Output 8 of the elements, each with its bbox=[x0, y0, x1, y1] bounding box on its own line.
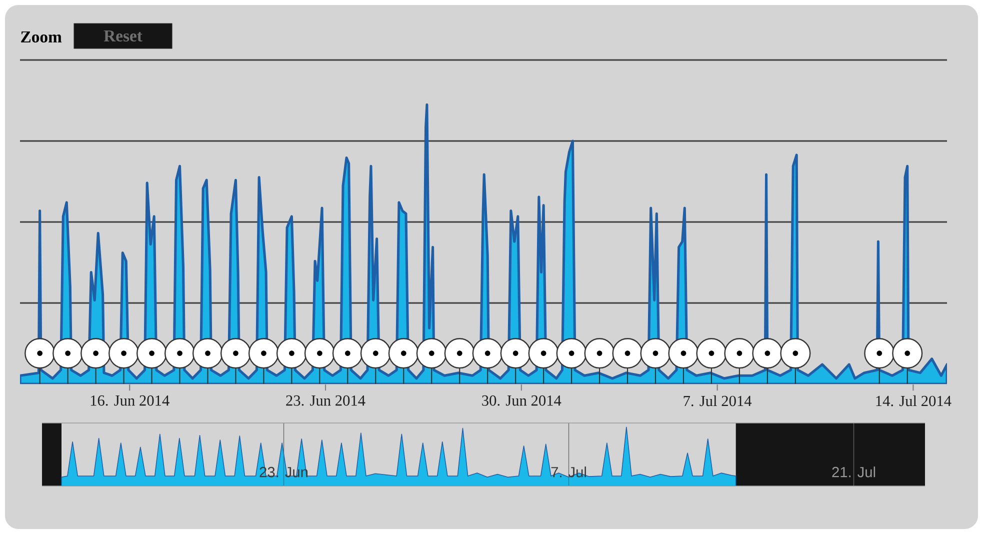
x-tick-label: 14. Jul 2014 bbox=[876, 395, 952, 406]
text: Reset bbox=[104, 30, 142, 42]
x-tick-label: 23. Jun 2014 bbox=[286, 395, 366, 406]
x-tick-label: 16. Jun 2014 bbox=[90, 395, 170, 406]
text: Zoom bbox=[21, 31, 62, 43]
x-tick-label: 7. Jul 2014 bbox=[684, 395, 752, 406]
x-tick-label: 30. Jun 2014 bbox=[482, 395, 562, 406]
x-tick-label: 21. Jul bbox=[832, 466, 876, 478]
